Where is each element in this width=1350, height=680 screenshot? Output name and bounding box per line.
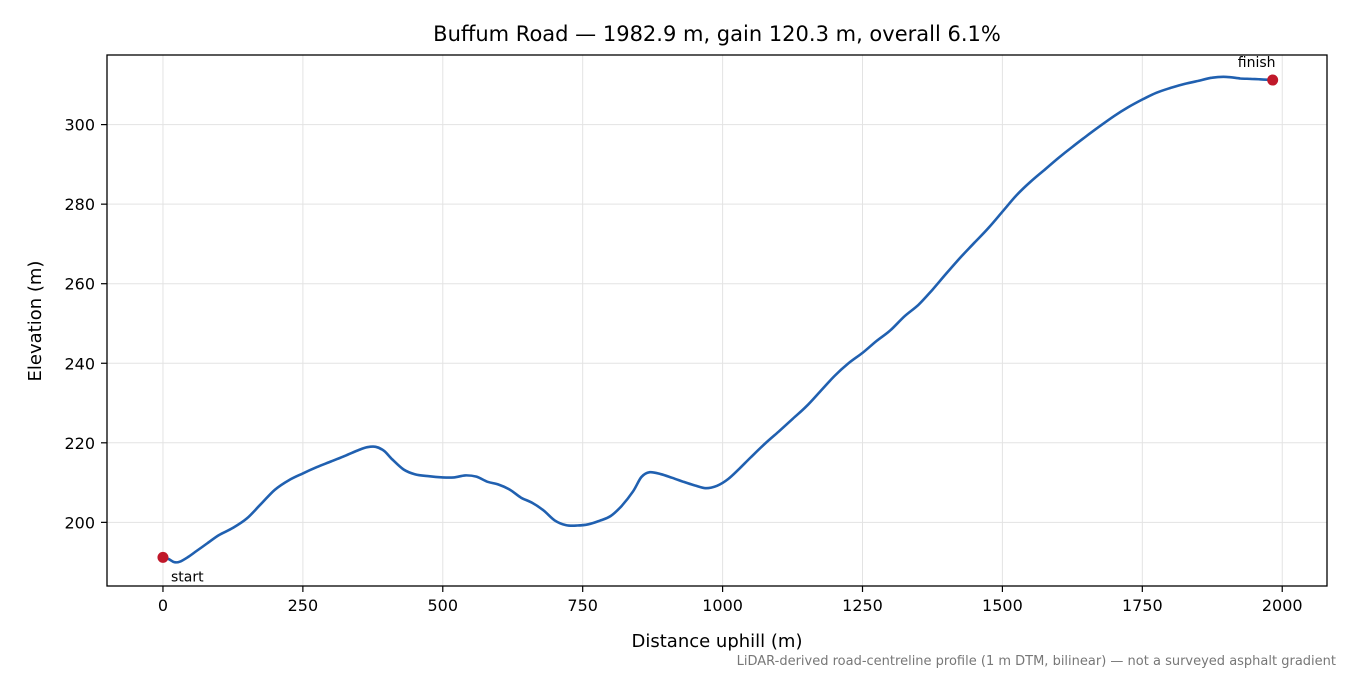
start-label: start <box>171 569 204 585</box>
x-axis-label: Distance uphill (m) <box>632 631 803 652</box>
x-tick-label: 1500 <box>982 596 1023 615</box>
finish-marker <box>1267 74 1279 86</box>
start-marker <box>157 551 169 563</box>
y-tick-label: 300 <box>64 116 95 135</box>
y-axis-label: Elevation (m) <box>25 261 46 382</box>
y-tick-label: 280 <box>64 195 95 214</box>
y-tick-label: 260 <box>64 275 95 294</box>
axis-ticks: 0 250 500 750 1000 1250 1500 1750 2000 200 220 240 2… <box>64 116 1302 615</box>
finish-label: finish <box>1238 55 1276 71</box>
y-tick-label: 240 <box>64 354 95 373</box>
x-tick-label: 1250 <box>842 596 883 615</box>
x-tick-label: 500 <box>428 596 459 615</box>
plot-area: start finish <box>157 55 1279 585</box>
chart-title: Buffum Road — 1982.9 m, gain 120.3 m, ov… <box>433 22 1001 46</box>
y-tick-label: 220 <box>64 434 95 453</box>
x-tick-label: 750 <box>567 596 598 615</box>
plot-frame <box>106 54 1328 587</box>
x-tick-label: 1000 <box>702 596 743 615</box>
grid-lines <box>107 55 1327 586</box>
elevation-line <box>161 75 1274 564</box>
x-tick-label: 250 <box>288 596 319 615</box>
x-tick-label: 2000 <box>1262 596 1303 615</box>
chart-footnote: LiDAR-derived road-centreline profile (1… <box>737 654 1336 669</box>
x-tick-label: 1750 <box>1122 596 1163 615</box>
y-tick-label: 200 <box>64 513 95 532</box>
x-tick-label: 0 <box>158 596 168 615</box>
